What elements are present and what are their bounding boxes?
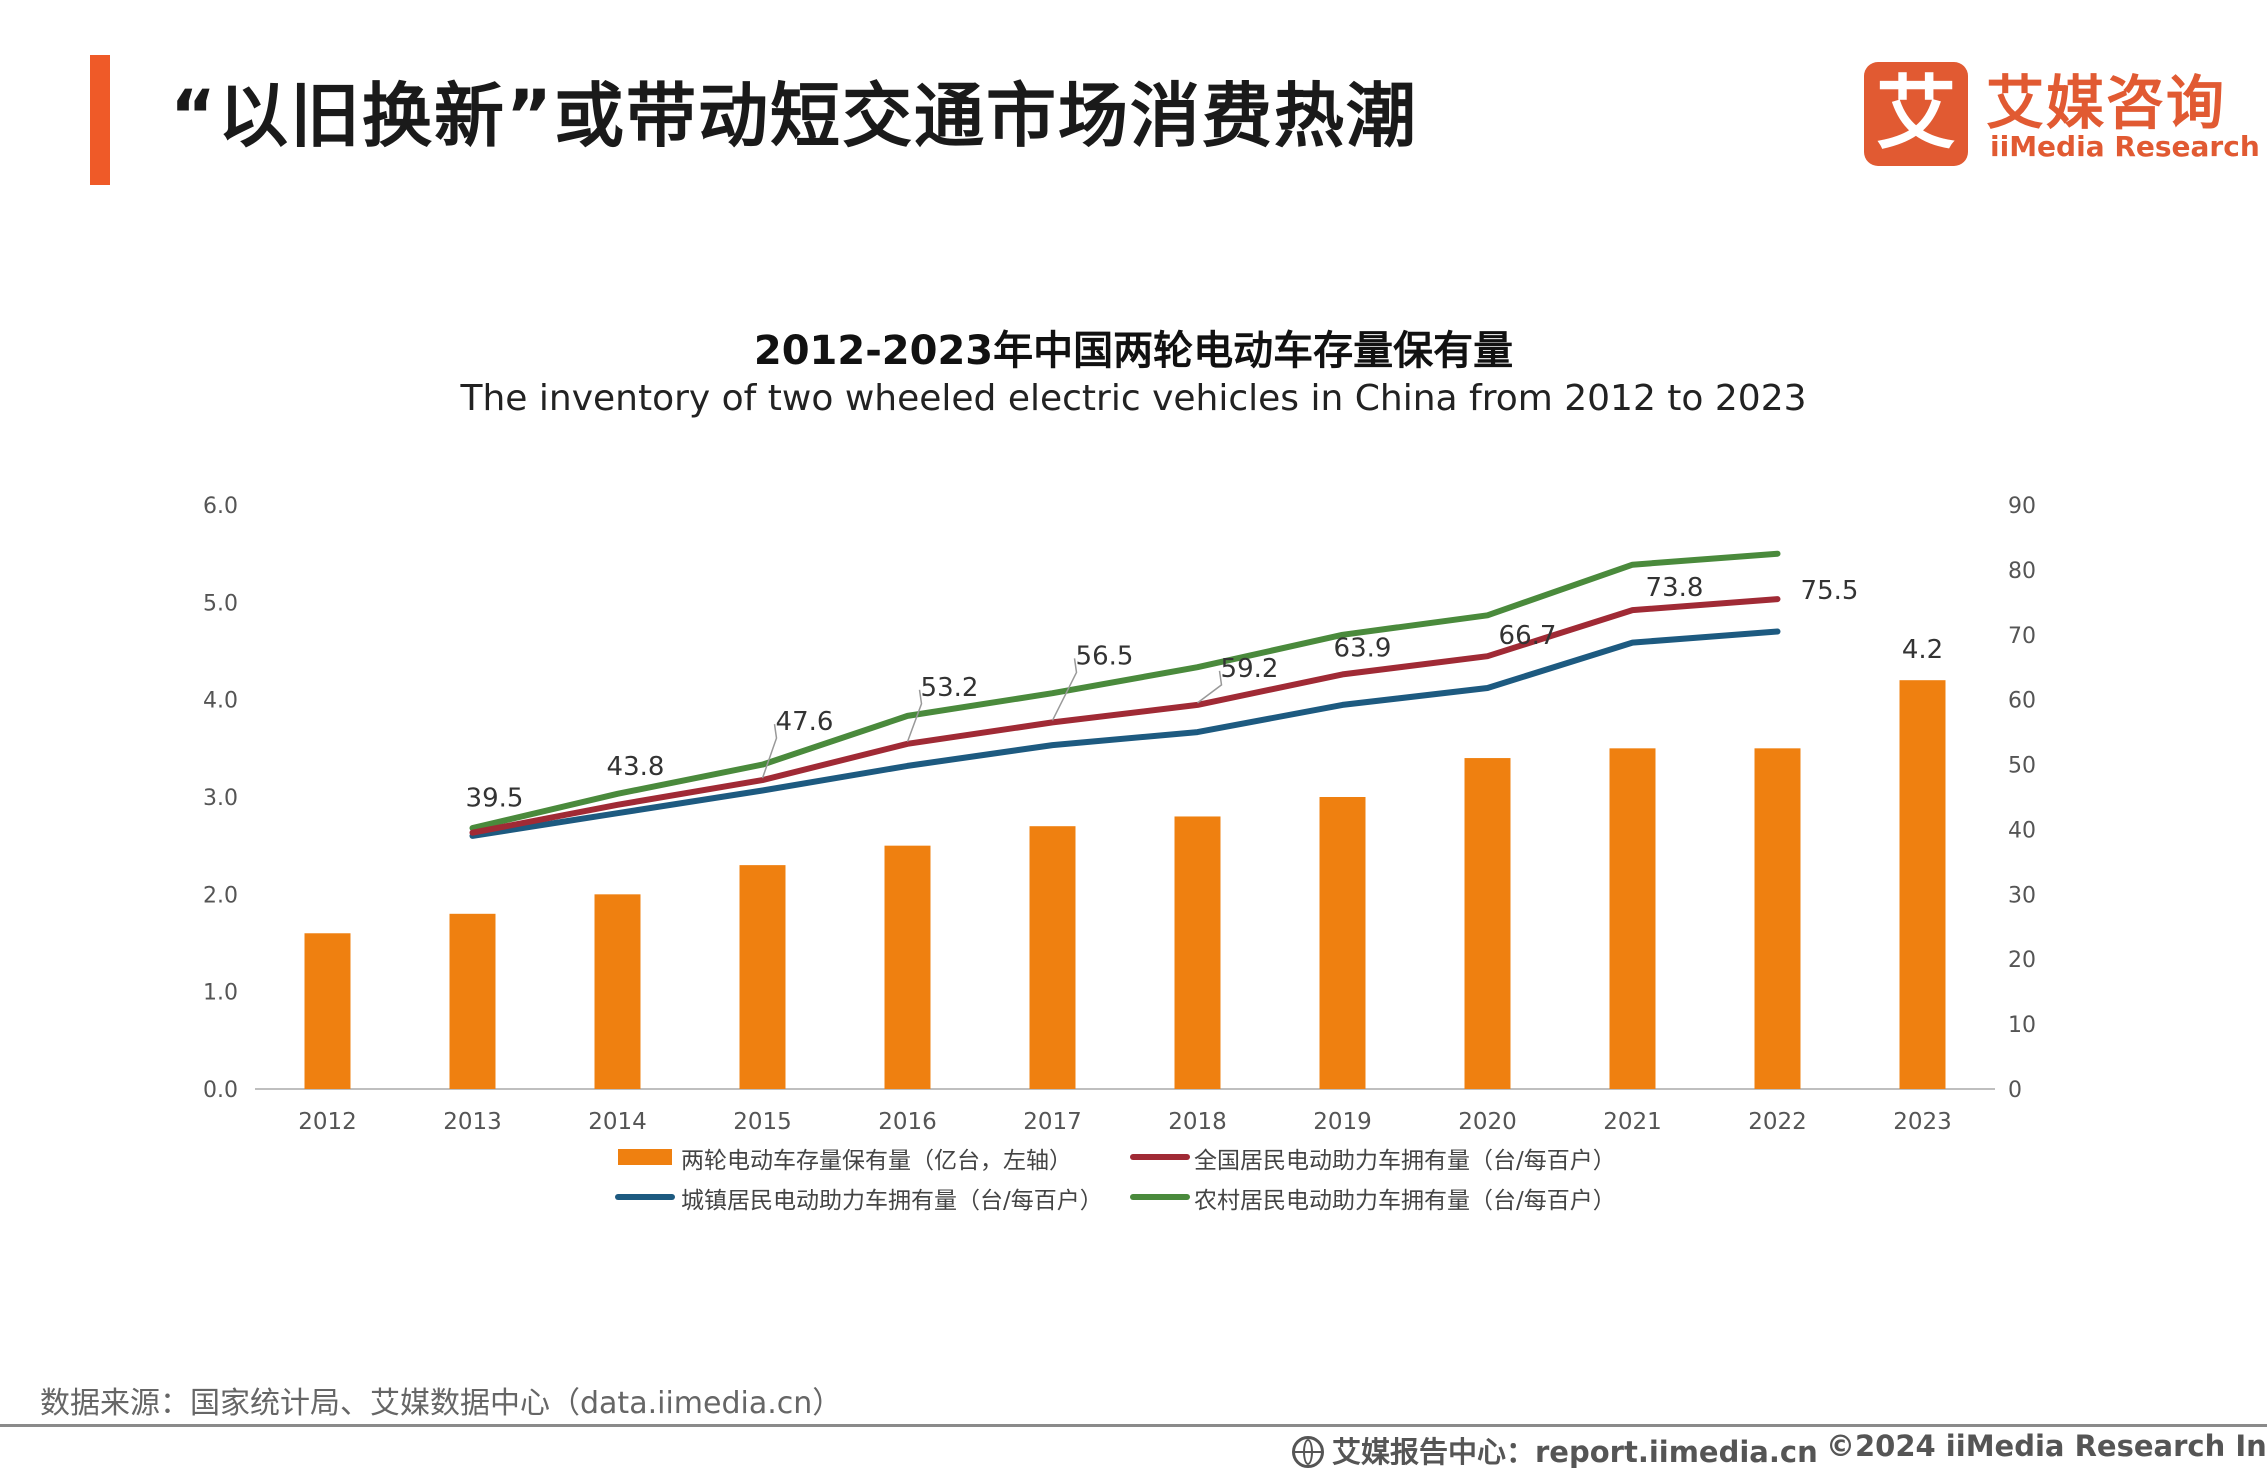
right-axis-tick-label: 50 (2008, 754, 2036, 779)
globe-icon (1292, 1436, 1324, 1468)
line-data-label: 47.6 (776, 707, 834, 737)
x-axis-tick-label: 2022 (1748, 1109, 1807, 1135)
line-data-label: 59.2 (1221, 654, 1279, 684)
bar-2015 (739, 865, 786, 1089)
report-center-text: 艾媒报告中心：report.iimedia.cn (1332, 1435, 1818, 1469)
bar-data-label: 4.2 (1902, 635, 1943, 665)
right-axis-tick-label: 20 (2008, 948, 2036, 973)
line-data-label: 43.8 (607, 752, 665, 782)
bar-2020 (1464, 758, 1511, 1089)
bar-2021 (1609, 748, 1656, 1089)
x-axis-tick-label: 2019 (1313, 1109, 1372, 1135)
x-axis-tick-label: 2014 (588, 1109, 647, 1135)
footer-divider (0, 1424, 2267, 1427)
x-axis-tick-label: 2021 (1603, 1109, 1662, 1135)
iimedia-logo: 艾 艾媒咨询 iiMedia Research (1864, 62, 2260, 166)
line-data-label: 63.9 (1334, 633, 1392, 663)
chart-subtitle: The inventory of two wheeled electric ve… (460, 378, 1807, 419)
x-axis-tick-label: 2020 (1458, 1109, 1517, 1135)
logo-mark: 艾 (1864, 62, 1968, 166)
right-axis-tick-label: 70 (2008, 624, 2036, 649)
x-axis-tick-label: 2018 (1168, 1109, 1227, 1135)
x-axis-tick-label: 2015 (733, 1109, 792, 1135)
x-axis-tick-label: 2013 (443, 1109, 502, 1135)
right-axis-tick-label: 90 (2008, 494, 2036, 519)
line-data-label: 53.2 (921, 673, 979, 703)
left-axis-tick-label: 6.0 (203, 494, 238, 519)
left-axis-tick-label: 2.0 (203, 883, 238, 908)
left-axis-tick-label: 0.0 (203, 1078, 238, 1103)
line-series-rural (469, 550, 1781, 832)
right-axis-tick-label: 40 (2008, 818, 2036, 843)
right-axis-tick-label: 30 (2008, 883, 2036, 908)
line-data-label: 56.5 (1076, 641, 1134, 671)
bar-2012 (304, 933, 351, 1089)
logo-chinese-name: 艾媒咨询 (1986, 69, 2227, 137)
line-data-label: 75.5 (1801, 576, 1859, 606)
left-axis-tick-label: 5.0 (203, 591, 238, 616)
right-axis-tick-label: 80 (2008, 559, 2036, 584)
x-axis-tick-label: 2017 (1023, 1109, 1082, 1135)
right-axis-tick-label: 10 (2008, 1013, 2036, 1038)
x-axis-tick-label: 2012 (298, 1109, 357, 1135)
logo-english-name: iiMedia Research (1990, 130, 2260, 163)
leader-line (906, 689, 923, 743)
page-title: “以旧换新”或带动短交通市场消费热潮 (170, 75, 1419, 157)
bar-2014 (594, 894, 641, 1089)
bar-2017 (1029, 826, 1076, 1089)
line-series-urban (469, 628, 1781, 839)
report-center: 艾媒报告中心：report.iimedia.cn (1292, 1429, 1818, 1471)
leader-line (761, 723, 778, 779)
line-series-national (469, 596, 1781, 836)
bar-2019 (1319, 797, 1366, 1089)
line-data-label: 39.5 (466, 784, 524, 814)
x-axis-tick-label: 2016 (878, 1109, 937, 1135)
bar-2023 (1899, 680, 1946, 1089)
line-data-label: 73.8 (1646, 573, 1704, 603)
left-axis-tick-label: 1.0 (203, 981, 238, 1006)
left-axis-tick-label: 3.0 (203, 786, 238, 811)
right-axis-tick-label: 0 (2008, 1078, 2022, 1103)
bar-2022 (1754, 748, 1801, 1089)
bar-2018 (1174, 816, 1221, 1089)
copyright: ©2024 iiMedia Research Inc (1826, 1429, 2267, 1463)
left-axis-tick-label: 4.0 (203, 689, 238, 714)
data-source: 数据来源：国家统计局、艾媒数据中心（data.iimedia.cn） (40, 1386, 843, 1421)
line-data-label: 66.7 (1499, 621, 1557, 651)
bar-2013 (449, 913, 496, 1089)
leader-line (1051, 658, 1078, 721)
bar-2016 (884, 845, 931, 1089)
leader-line (1197, 670, 1223, 704)
right-axis-tick-label: 60 (2008, 689, 2036, 714)
chart-title: 2012-2023年中国两轮电动车存量保有量 (753, 328, 1514, 374)
x-axis-tick-label: 2023 (1893, 1109, 1952, 1135)
title-accent-bar (90, 55, 110, 185)
